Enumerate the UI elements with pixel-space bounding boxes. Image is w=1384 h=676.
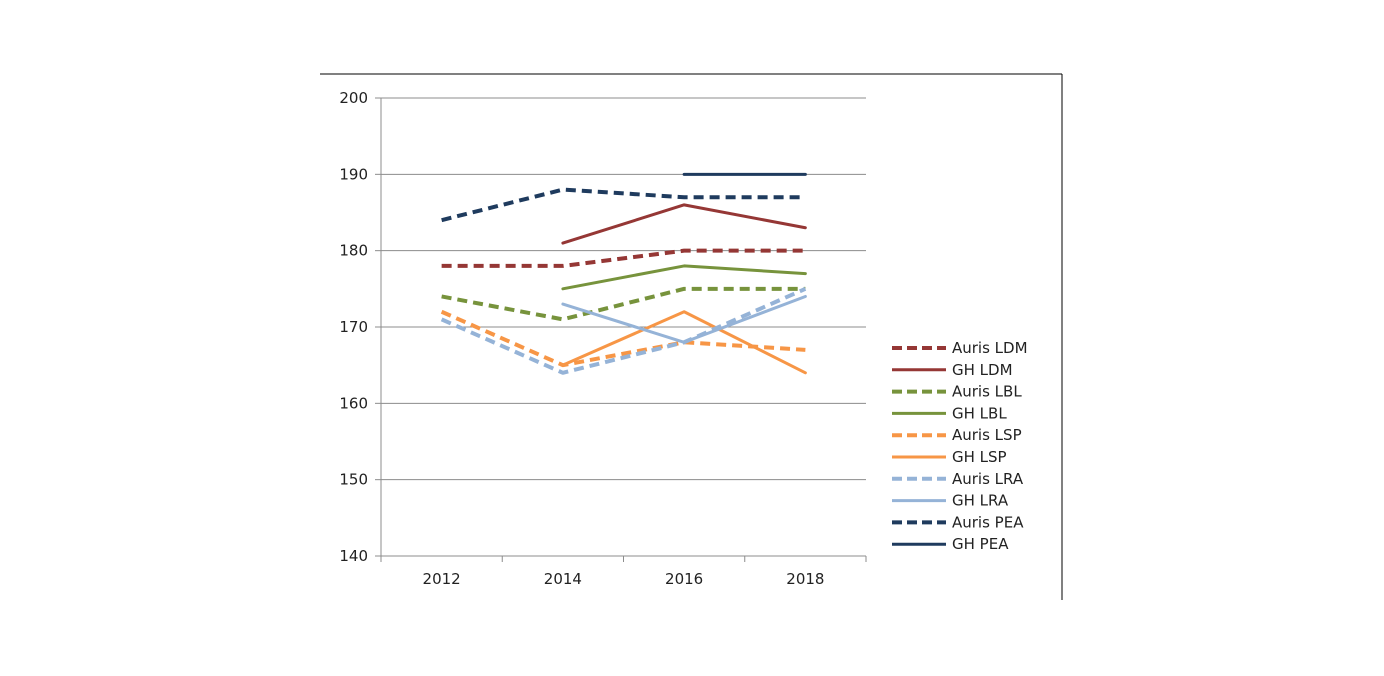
y-tick-label: 170 <box>339 318 368 336</box>
legend-label-auris-lbl: Auris LBL <box>952 383 1022 401</box>
series-line-gh-ldm <box>561 203 807 245</box>
y-tick-label: 180 <box>339 242 368 260</box>
series-line-gh-lsp <box>561 310 807 375</box>
series-lines <box>440 172 807 375</box>
series-line-auris-lsp <box>440 309 806 368</box>
x-tick-label: 2014 <box>544 570 582 588</box>
legend-label-gh-lsp: GH LSP <box>952 448 1007 466</box>
y-tick-label: 160 <box>339 394 368 412</box>
legend: Auris LDM GH LDM Auris LBL GH LBL Auris LSP G… <box>892 339 1028 553</box>
legend-label-gh-lbl: GH LBL <box>952 404 1007 422</box>
y-tick-label: 150 <box>339 471 368 489</box>
y-tick-label: 200 <box>339 89 368 107</box>
y-tick-label: 190 <box>339 165 368 183</box>
legend-label-auris-ldm: Auris LDM <box>952 339 1028 357</box>
legend-label-auris-pea: Auris PEA <box>952 513 1024 531</box>
x-tick-label: 2016 <box>665 570 703 588</box>
legend-label-auris-lra: Auris LRA <box>952 470 1024 488</box>
series-line-auris-lra <box>440 287 807 375</box>
series-line-auris-ldm <box>441 248 806 268</box>
series-line-gh-lbl <box>561 264 807 291</box>
series-line-auris-pea <box>441 187 806 223</box>
legend-label-gh-ldm: GH LDM <box>952 361 1013 379</box>
legend-label-gh-lra: GH LRA <box>952 492 1009 510</box>
series-line-gh-lra <box>561 294 807 344</box>
legend-label-gh-pea: GH PEA <box>952 535 1009 553</box>
x-tick-label: 2012 <box>423 570 461 588</box>
x-tick-label: 2018 <box>786 570 824 588</box>
legend-label-auris-lsp: Auris LSP <box>952 426 1022 444</box>
series-line-auris-lbl <box>441 286 806 322</box>
y-tick-label: 140 <box>339 547 368 565</box>
axes: 140 150 160 170 180 190 200 2012 2014 2016 2018 <box>339 89 867 588</box>
